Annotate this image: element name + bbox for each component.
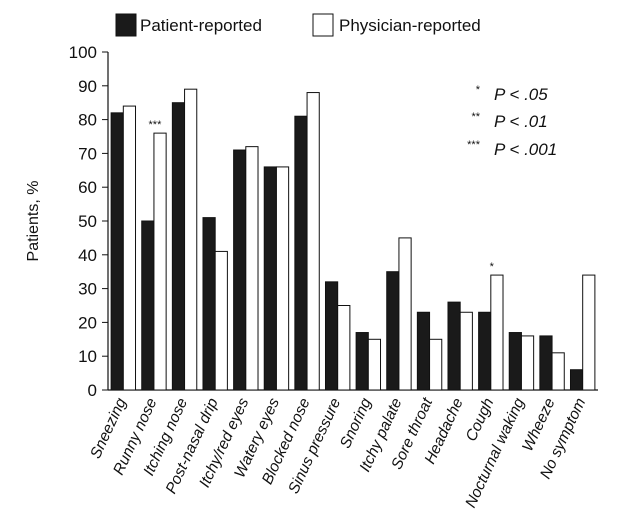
significance-key-label: P < .001 bbox=[494, 140, 557, 159]
bar-patient-reported bbox=[355, 332, 369, 391]
bar-physician-reported bbox=[214, 250, 228, 391]
bar-patient-reported bbox=[386, 271, 400, 391]
y-tick-label: 10 bbox=[78, 347, 97, 366]
bar-patient-reported bbox=[294, 115, 308, 391]
significance-key-marker: *** bbox=[467, 139, 481, 151]
significance-marker: * bbox=[490, 261, 495, 273]
bar-physician-reported bbox=[184, 88, 198, 391]
bar-physician-reported bbox=[582, 274, 596, 391]
significance-key-label: P < .01 bbox=[494, 112, 548, 131]
bar-physician-reported bbox=[520, 335, 535, 391]
bar-physician-reported bbox=[551, 352, 565, 391]
legend-label-physician: Physician-reported bbox=[339, 16, 481, 35]
x-tick-label: Nocturnal waking bbox=[462, 395, 528, 510]
bar-patient-reported bbox=[478, 311, 492, 391]
bar-patient-reported bbox=[202, 217, 216, 391]
y-tick-label: 90 bbox=[78, 77, 97, 96]
bar-patient-reported bbox=[539, 335, 553, 391]
bar-physician-reported bbox=[429, 338, 443, 391]
bar-patient-reported bbox=[171, 102, 186, 391]
bar-patient-reported bbox=[263, 166, 277, 391]
y-tick-label: 70 bbox=[78, 144, 97, 163]
legend-swatch-physician bbox=[312, 13, 334, 37]
bar-patient-reported bbox=[508, 332, 522, 391]
bar-patient-reported bbox=[233, 149, 247, 391]
significance-key-marker: ** bbox=[471, 111, 480, 123]
bar-physician-reported bbox=[398, 237, 412, 391]
bar-physician-reported bbox=[153, 132, 167, 391]
y-tick-label: 50 bbox=[78, 212, 97, 231]
bar-physician-reported bbox=[275, 166, 290, 391]
bar-patient-reported bbox=[324, 281, 339, 391]
bar-physician-reported bbox=[459, 311, 473, 391]
bar-physician-reported bbox=[367, 338, 382, 391]
bar-patient-reported bbox=[447, 301, 461, 391]
legend-swatch-patient bbox=[115, 13, 137, 37]
bar-physician-reported bbox=[122, 105, 137, 391]
significance-key-label: P < .05 bbox=[494, 85, 548, 104]
bar-physician-reported bbox=[245, 146, 259, 391]
bar-patient-reported bbox=[569, 369, 584, 391]
y-tick-label: 40 bbox=[78, 246, 97, 265]
y-tick-label: 20 bbox=[78, 313, 97, 332]
y-axis-label: Patients, % bbox=[25, 181, 42, 262]
significance-key: * P < .05 ** P < .01 *** P < .001 bbox=[467, 84, 557, 159]
bar-patient-reported bbox=[110, 112, 124, 391]
bar-patient-reported bbox=[141, 220, 155, 391]
y-tick-label: 30 bbox=[78, 280, 97, 299]
y-tick-label: 100 bbox=[69, 43, 97, 62]
significance-key-marker: * bbox=[476, 84, 481, 96]
significance-marker: *** bbox=[149, 119, 163, 131]
bar-physician-reported bbox=[337, 305, 351, 391]
bar-physician-reported bbox=[306, 92, 320, 391]
bar-patient-reported bbox=[416, 311, 431, 391]
bar-physician-reported bbox=[490, 274, 504, 391]
y-tick-label: 80 bbox=[78, 111, 97, 130]
legend: Patient-reported Physician-reported bbox=[115, 13, 481, 37]
x-tick-label: Cough bbox=[463, 396, 498, 445]
legend-label-patient: Patient-reported bbox=[140, 16, 262, 35]
y-tick-label: 0 bbox=[88, 381, 97, 400]
y-tick-label: 60 bbox=[78, 178, 97, 197]
